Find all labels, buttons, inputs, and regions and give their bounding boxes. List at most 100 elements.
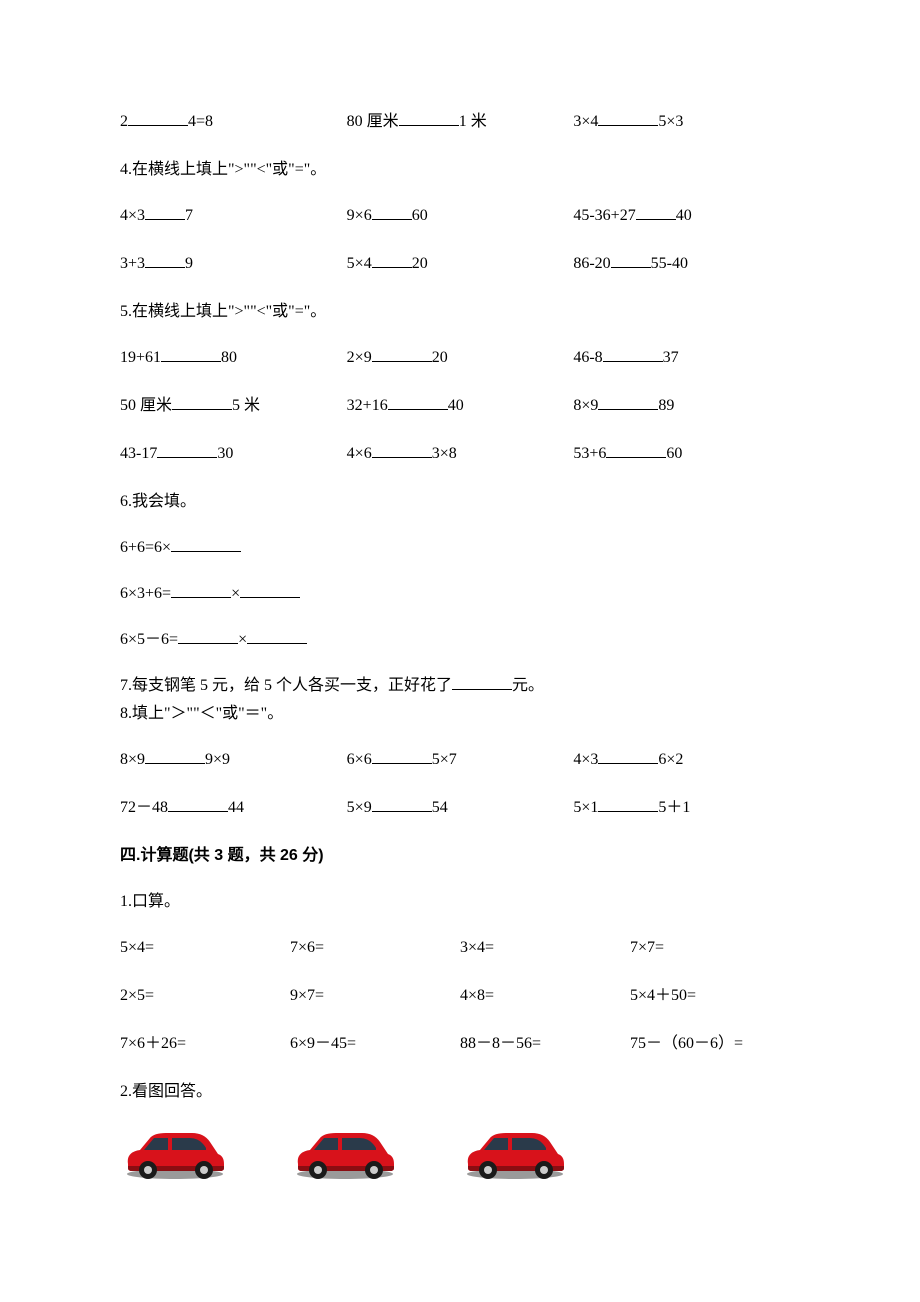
expr: 46-837	[573, 346, 800, 370]
t: 5×9	[347, 799, 372, 816]
blank	[399, 110, 459, 126]
q4-row1: 4×37 9×660 45-36+2740	[120, 204, 800, 228]
blank	[240, 582, 300, 598]
expr: 5×4=	[120, 936, 290, 960]
blank	[171, 536, 241, 552]
expr: 50 厘米5 米	[120, 394, 347, 418]
t: 37	[663, 349, 679, 366]
t: 6×5－6=	[120, 631, 178, 648]
blank	[452, 674, 512, 690]
expr: 5×4＋50=	[630, 984, 800, 1008]
car-icon	[460, 1126, 570, 1180]
t: 2	[120, 113, 128, 130]
q8-row1: 8×99×9 6×65×7 4×36×2	[120, 748, 800, 772]
t: 6+6=6×	[120, 539, 171, 556]
q5-row3: 43-1730 4×6 3×8 53+660	[120, 442, 800, 466]
blank	[168, 796, 228, 812]
t: 4×6	[347, 445, 372, 462]
blank	[598, 394, 658, 410]
expr: 6×9－45=	[290, 1032, 460, 1056]
expr: 5×1 5＋1	[573, 796, 800, 820]
car-icon	[290, 1126, 400, 1180]
expr: 86-2055-40	[573, 252, 800, 276]
expr: 53+660	[573, 442, 800, 466]
t: 8×9	[573, 397, 598, 414]
t: 54	[432, 799, 448, 816]
expr: 2×9 20	[347, 346, 574, 370]
q6-line2: 6×3+6=×	[120, 582, 800, 606]
blank	[598, 796, 658, 812]
t: 72－48	[120, 799, 168, 816]
expr: 43-1730	[120, 442, 347, 466]
t: 5＋1	[658, 799, 690, 816]
calc1-row1: 5×4= 7×6= 3×4= 7×7=	[120, 936, 800, 960]
expr: 8×99×9	[120, 748, 347, 772]
blank	[372, 796, 432, 812]
t: 4×3	[573, 751, 598, 768]
t: 55-40	[651, 255, 688, 272]
expr: 4×8=	[460, 984, 630, 1008]
calc-1-title: 1.口算。	[120, 890, 800, 914]
t: 2×9	[347, 349, 372, 366]
t: 4×3	[120, 207, 145, 224]
blank	[178, 628, 238, 644]
t: 20	[412, 255, 428, 272]
t: 5×4	[347, 255, 372, 272]
expr: 80 厘米 1 米	[347, 110, 574, 134]
t: 80	[221, 349, 237, 366]
t: 32+16	[347, 397, 388, 414]
blank	[161, 346, 221, 362]
blank	[372, 204, 412, 220]
q8-row2: 72－48 44 5×9 54 5×1 5＋1	[120, 796, 800, 820]
t: 7	[185, 207, 193, 224]
t: 5×1	[573, 799, 598, 816]
expr: 2×5=	[120, 984, 290, 1008]
t: 8×9	[120, 751, 145, 768]
expr: 88－8－56=	[460, 1032, 630, 1056]
question-6: 6.我会填。	[120, 490, 800, 514]
expr: 9×7=	[290, 984, 460, 1008]
blank	[157, 442, 217, 458]
t: 5×7	[432, 751, 457, 768]
t: 30	[217, 445, 233, 462]
expr: 19+61 80	[120, 346, 347, 370]
expr: 4×3 6×2	[573, 748, 800, 772]
t: 44	[228, 799, 244, 816]
t: 53+6	[573, 445, 606, 462]
calc1-row3: 7×6＋26= 6×9－45= 88－8－56= 75－（60－6）=	[120, 1032, 800, 1056]
q6-line3: 6×5－6=×	[120, 628, 800, 652]
blank	[372, 252, 412, 268]
t: 19+61	[120, 349, 161, 366]
expr: 3+3 9	[120, 252, 347, 276]
t: 3×8	[432, 445, 457, 462]
t: 20	[432, 349, 448, 366]
expr: 4×3 7	[120, 204, 347, 228]
q6-line1: 6+6=6×	[120, 536, 800, 560]
blank	[598, 110, 658, 126]
t: 80 厘米	[347, 113, 399, 130]
blank	[636, 204, 676, 220]
q4-row2: 3+3 9 5×4 20 86-2055-40	[120, 252, 800, 276]
t: 45-36+27	[573, 207, 635, 224]
t: 40	[448, 397, 464, 414]
calc-2-title: 2.看图回答。	[120, 1080, 800, 1104]
t: 60	[412, 207, 428, 224]
blank	[247, 628, 307, 644]
t: 4=8	[188, 113, 213, 130]
expr: 3×4=	[460, 936, 630, 960]
question-5: 5.在横线上填上">""<"或"="。	[120, 300, 800, 324]
t: 5 米	[232, 397, 260, 414]
expr: 72－48 44	[120, 796, 347, 820]
blank	[372, 748, 432, 764]
car-icon	[120, 1126, 230, 1180]
t: 9	[185, 255, 193, 272]
blank	[598, 748, 658, 764]
line-continued: 2 4=8 80 厘米 1 米 3×45×3	[120, 110, 800, 134]
blank	[606, 442, 666, 458]
blank	[372, 442, 432, 458]
t: 6×2	[658, 751, 683, 768]
t: 1 米	[459, 113, 487, 130]
expr: 3×45×3	[573, 110, 800, 134]
expr: 4×6 3×8	[347, 442, 574, 466]
t: 3+3	[120, 255, 145, 272]
